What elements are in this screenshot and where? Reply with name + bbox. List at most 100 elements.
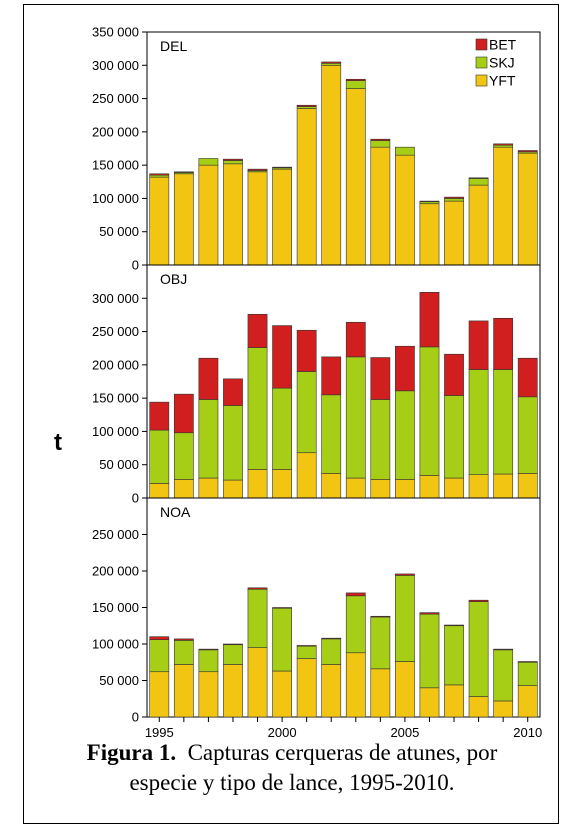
- bar-noa-1999-skj: [247, 588, 268, 648]
- bar-obj-2005-bet: [395, 345, 415, 392]
- bar-obj-2004-bet: [370, 357, 391, 400]
- bar-obj-2000-bet: [272, 325, 292, 389]
- bar-noa-2007-yft: [444, 684, 464, 718]
- bar-obj-1998-skj: [223, 405, 243, 481]
- bar-noa-1997-bet: [198, 648, 219, 651]
- y-tick-label: 250 000: [92, 527, 139, 542]
- bar-obj-2010-bet: [517, 357, 538, 398]
- bar-del-2007-bet: [444, 196, 464, 199]
- bar-del-2004-skj: [370, 140, 391, 148]
- y-tick-label: 300 000: [92, 291, 139, 306]
- x-tick-label: 2000: [268, 725, 297, 738]
- bar-noa-2006-skj: [419, 613, 440, 689]
- y-tick-label: 250 000: [92, 91, 139, 106]
- bar-obj-1998-bet: [223, 378, 243, 406]
- bar-noa-2001-yft: [296, 658, 317, 718]
- bar-del-2004-bet: [370, 138, 391, 141]
- panel-label-obj: OBJ: [160, 271, 187, 287]
- bar-obj-1999-bet: [247, 313, 268, 348]
- bar-noa-2005-skj: [395, 575, 415, 662]
- bar-noa-2010-skj: [517, 661, 538, 686]
- y-tick-label: 200 000: [92, 564, 139, 579]
- bar-del-2009-bet: [493, 143, 514, 146]
- bar-obj-2003-bet: [345, 321, 366, 358]
- bar-del-2000-yft: [272, 168, 292, 266]
- bar-noa-1996-yft: [173, 664, 194, 718]
- bar-noa-2009-bet: [493, 648, 514, 651]
- bar-noa-2000-skj: [272, 607, 292, 672]
- y-tick-label: 0: [132, 710, 139, 725]
- bar-noa-2006-bet: [419, 612, 440, 615]
- bar-obj-1996-skj: [173, 432, 194, 480]
- bar-del-2003-skj: [345, 80, 366, 89]
- legend-label-skj: SKJ: [489, 55, 515, 71]
- bar-noa-2002-yft: [321, 664, 342, 718]
- bar-obj-2002-skj: [321, 394, 342, 474]
- bar-noa-1998-bet: [223, 643, 243, 646]
- x-tick-label: 2005: [390, 725, 419, 738]
- bar-obj-2003-yft: [345, 477, 366, 499]
- legend-swatch-bet: [475, 38, 488, 51]
- bar-obj-2004-yft: [370, 479, 391, 499]
- bar-noa-2004-yft: [370, 668, 391, 718]
- bar-obj-2003-skj: [345, 356, 366, 479]
- bar-del-2004-yft: [370, 146, 391, 266]
- caption-line2: especie y tipo de lance, 1995-2010.: [129, 770, 455, 795]
- legend-label-bet: BET: [489, 37, 517, 53]
- bar-obj-2001-yft: [296, 452, 317, 499]
- bar-del-1999-bet: [247, 168, 268, 171]
- y-tick-label: 50 000: [99, 224, 139, 239]
- bar-noa-2000-bet: [272, 607, 292, 609]
- bar-obj-2001-skj: [296, 371, 317, 454]
- bar-obj-1999-skj: [247, 347, 268, 470]
- bar-obj-1998-yft: [223, 479, 243, 499]
- bar-obj-1997-yft: [198, 477, 219, 499]
- bar-obj-2007-yft: [444, 477, 464, 499]
- bar-obj-2007-bet: [444, 353, 464, 396]
- bar-del-2010-bet: [517, 150, 538, 153]
- bar-obj-2006-bet: [419, 291, 440, 348]
- bar-noa-1995-bet: [149, 636, 170, 640]
- bar-del-1999-yft: [247, 171, 268, 266]
- bar-noa-2003-skj: [345, 595, 366, 654]
- bar-noa-2003-bet: [345, 592, 366, 597]
- bar-obj-2008-bet: [468, 320, 489, 370]
- bar-del-2001-yft: [296, 108, 317, 266]
- bar-obj-2001-bet: [296, 329, 317, 372]
- bar-noa-2005-yft: [395, 661, 415, 718]
- y-tick-label: 150 000: [92, 391, 139, 406]
- y-axis-label: t: [54, 429, 62, 456]
- bar-noa-2000-yft: [272, 670, 292, 718]
- bar-del-2001-bet: [296, 104, 317, 107]
- bar-del-2002-yft: [321, 64, 342, 266]
- y-tick-label: 300 000: [92, 58, 139, 73]
- bar-del-1995-yft: [149, 176, 170, 266]
- bar-noa-2004-bet: [370, 615, 391, 618]
- bar-noa-1995-yft: [149, 671, 170, 718]
- bar-noa-2009-skj: [493, 649, 514, 702]
- bar-noa-2008-bet: [468, 599, 489, 602]
- bar-noa-1996-skj: [173, 640, 194, 665]
- bar-obj-1997-bet: [198, 357, 219, 400]
- bar-del-1995-bet: [149, 173, 170, 176]
- y-tick-label: 100 000: [92, 191, 139, 206]
- y-tick-label: 100 000: [92, 637, 139, 652]
- bar-del-1996-bet: [173, 171, 194, 173]
- bar-noa-1997-skj: [198, 649, 219, 673]
- caption-bold: Figura 1.: [86, 740, 177, 765]
- bar-del-1998-skj: [223, 160, 243, 165]
- bar-noa-1996-bet: [173, 638, 194, 641]
- bar-noa-2002-bet: [321, 637, 342, 640]
- y-tick-label: 100 000: [92, 424, 139, 439]
- y-tick-label: 250 000: [92, 324, 139, 339]
- y-tick-label: 0: [132, 258, 139, 273]
- bar-obj-2005-yft: [395, 479, 415, 499]
- panel-label-del: DEL: [160, 38, 187, 54]
- y-tick-label: 150 000: [92, 158, 139, 173]
- bar-del-2009-yft: [493, 146, 514, 266]
- bar-obj-2007-skj: [444, 395, 464, 479]
- bar-obj-1995-bet: [149, 401, 170, 431]
- figure-caption: Figura 1. Capturas cerqueras de atunes, …: [0, 738, 584, 798]
- bar-del-2003-yft: [345, 88, 366, 266]
- bar-noa-2005-bet: [395, 573, 415, 576]
